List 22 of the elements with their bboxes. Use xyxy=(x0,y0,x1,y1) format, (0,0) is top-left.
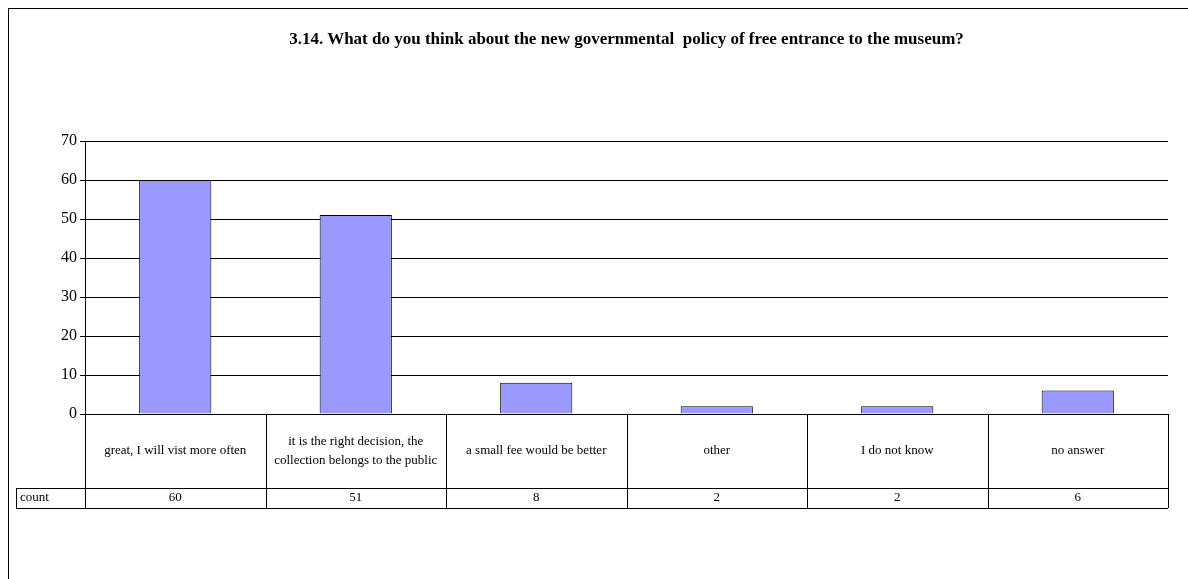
data-label: 60 xyxy=(168,489,182,505)
x-tick-label: great, I will vist more often xyxy=(104,442,247,458)
x-tick-label: a small fee would be better xyxy=(466,442,608,458)
y-tick-label: 20 xyxy=(61,326,77,344)
x-tick-label: it is the right decision, the collection belongs to the public xyxy=(274,432,438,467)
chart-title: 3.14. What do you think about the new governmental policy of free entrance to the museum? xyxy=(289,29,964,49)
x-tick-label: I do not know xyxy=(860,442,935,458)
data-label: 51 xyxy=(349,489,363,505)
x-tick-label: other xyxy=(703,442,731,458)
y-tick-label: 60 xyxy=(61,170,77,188)
y-tick-label: 70 xyxy=(61,131,77,149)
y-tick-label: 40 xyxy=(61,248,77,266)
data-label: 2 xyxy=(894,489,901,505)
y-tick-label: 30 xyxy=(61,287,77,305)
x-tick-label: no answer xyxy=(1051,442,1105,458)
text: count xyxy=(20,489,50,505)
y-tick-label: 50 xyxy=(61,209,77,227)
y-tick-label: 10 xyxy=(61,365,77,383)
data-label: 2 xyxy=(713,489,720,505)
data-label: 6 xyxy=(1074,489,1082,505)
y-tick-label: 0 xyxy=(69,404,77,422)
data-label: 8 xyxy=(533,489,540,505)
